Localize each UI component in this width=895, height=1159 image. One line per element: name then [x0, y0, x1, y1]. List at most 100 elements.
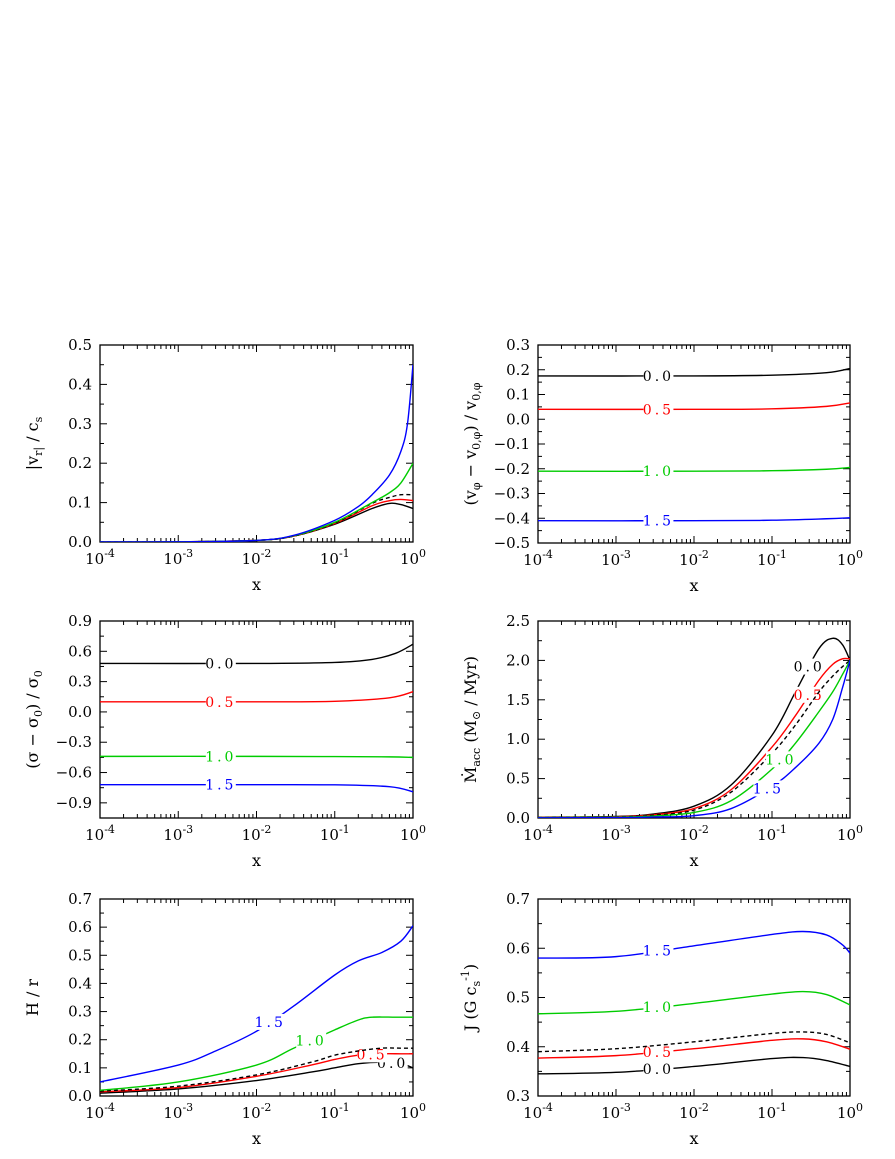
series-line-1-5	[100, 364, 413, 542]
panel-p1: 10-4 10-3 10-2 10-1 100 0.0 0.1 0.2 0.3 0.4 0.5 x |v…	[23, 336, 426, 594]
x-tick-label: 100	[837, 548, 863, 569]
series-line-1-5	[100, 783, 413, 793]
plot-frame	[99, 898, 414, 1097]
series-label-bg	[643, 463, 674, 480]
x-tick-label: 10-4	[85, 823, 115, 844]
series-label-bg	[255, 1013, 286, 1030]
y-axis-label: (vφ − v0,φ) / v0,φ	[461, 382, 483, 505]
series-line-0-0	[100, 1061, 413, 1094]
y-tick-label: 0.7	[68, 890, 92, 908]
series-label: 0.0	[643, 369, 674, 385]
series-label: 0.5	[356, 1047, 387, 1063]
y-tick-label: 0.2	[68, 1031, 92, 1049]
y-tick-label: −0.9	[56, 794, 92, 812]
x-tick-label: 100	[400, 1101, 426, 1122]
series-label: 0.0	[205, 656, 236, 672]
series-line-1-5	[538, 517, 850, 522]
series-label: 1.0	[765, 752, 796, 768]
series-label: 0.0	[794, 660, 825, 676]
y-tick-label: 0.4	[506, 1038, 530, 1056]
x-tick-label: 10-1	[320, 547, 350, 568]
series-label-bg	[643, 401, 674, 418]
y-tick-label: 2.5	[506, 612, 530, 630]
series-label-bg	[205, 693, 236, 710]
y-tick-label: 0.1	[68, 494, 92, 512]
panel-p2: 10-4 10-3 10-2 10-1 100 −0.5 −0.4 −0.3 −0.2 −0.1 0…	[461, 336, 863, 595]
x-tick-label: 100	[837, 823, 863, 844]
x-tick-label: 10-4	[85, 547, 115, 568]
series-label-bg	[643, 942, 674, 959]
y-tick-label: 0.0	[68, 703, 92, 721]
y-tick-label: 0.4	[68, 974, 92, 992]
y-tick-label: −0.2	[494, 460, 530, 478]
series-label: 0.0	[643, 1062, 674, 1078]
plot-frame	[99, 344, 414, 543]
y-axis-label: (σ − σ0) / σ0	[23, 670, 45, 768]
plot-frame	[537, 620, 851, 819]
series-label: 1.5	[643, 944, 674, 960]
y-tick-label: −0.6	[56, 764, 92, 782]
y-tick-label: 0.5	[506, 770, 530, 788]
x-tick-label: 10-1	[757, 1101, 787, 1122]
x-axis-label: x	[689, 1129, 698, 1148]
x-tick-label: 10-1	[320, 1101, 350, 1122]
y-tick-label: 0.3	[68, 415, 92, 433]
series-line-1-0	[538, 660, 850, 818]
panel-p3: 10-4 10-3 10-2 10-1 100 −0.9 −0.6 −0.3 0.0 0.3 0.6…	[23, 612, 426, 870]
series-label-bg	[794, 686, 825, 703]
series-line-0-0	[538, 367, 850, 377]
series-label-bg	[753, 780, 784, 797]
panel-p4: 10-4 10-3 10-2 10-1 100 0.0 0.5 1.0 1.5 2.0 2.5 x Ṁa…	[460, 612, 863, 870]
x-tick-label: 100	[400, 823, 426, 844]
series-label: 1.0	[205, 749, 236, 765]
x-axis-label: x	[689, 851, 698, 870]
series-line-reference-dashed	[538, 1031, 850, 1053]
x-tick-label: 10-4	[85, 1101, 115, 1122]
x-tick-label: 100	[400, 547, 426, 568]
y-axis-label: Ṁacc (M⊙ / Myr)	[460, 656, 483, 783]
series-line-1-0	[538, 990, 850, 1015]
x-tick-label: 10-2	[679, 823, 709, 844]
series-label: 1.5	[205, 778, 236, 794]
series-label-bg	[794, 658, 825, 675]
y-tick-label: 0.7	[506, 890, 530, 908]
x-axis-label: x	[252, 575, 261, 594]
series-label-bg	[643, 999, 674, 1016]
series-label-bg	[205, 655, 236, 672]
y-tick-label: 0.1	[68, 1059, 92, 1077]
y-tick-label: 0.5	[68, 336, 92, 354]
series-line-1-0	[100, 1016, 413, 1092]
series-label: 0.5	[643, 402, 674, 418]
series-label-bg	[296, 1032, 327, 1049]
y-tick-label: 0.6	[68, 918, 92, 936]
y-tick-label: 0.3	[506, 336, 530, 354]
x-axis-label: x	[689, 576, 698, 595]
x-tick-label: 10-3	[163, 1101, 193, 1122]
series-label: 0.5	[794, 688, 825, 704]
series-label-bg	[643, 1061, 674, 1078]
y-tick-label: −0.5	[494, 534, 530, 552]
x-tick-label: 10-4	[523, 548, 553, 569]
x-tick-label: 10-4	[523, 1101, 553, 1122]
series-line-reference-dashed	[100, 493, 413, 542]
y-tick-label: 0.5	[506, 989, 530, 1007]
series-line-0-5	[100, 1052, 413, 1093]
y-tick-label: −0.3	[494, 485, 530, 503]
x-tick-label: 10-4	[523, 823, 553, 844]
y-tick-label: 0.6	[506, 939, 530, 957]
x-tick-label: 10-1	[757, 823, 787, 844]
x-tick-label: 10-1	[320, 823, 350, 844]
y-tick-label: 0.3	[68, 1003, 92, 1021]
y-tick-label: 2.0	[506, 651, 530, 669]
series-label-bg	[643, 1043, 674, 1060]
series-label-bg	[205, 776, 236, 793]
y-tick-label: 0.3	[68, 673, 92, 691]
series-label: 1.5	[753, 781, 784, 797]
series-label-bg	[643, 367, 674, 384]
panel-p6: 10-4 10-3 10-2 10-1 100 0.3 0.4 0.5 0.6 0.7 x J (G …	[459, 890, 863, 1148]
series-line-1-0	[538, 466, 850, 472]
x-tick-label: 10-3	[601, 1101, 631, 1122]
series-line-0-5	[100, 691, 413, 703]
y-tick-label: 0.6	[68, 642, 92, 660]
